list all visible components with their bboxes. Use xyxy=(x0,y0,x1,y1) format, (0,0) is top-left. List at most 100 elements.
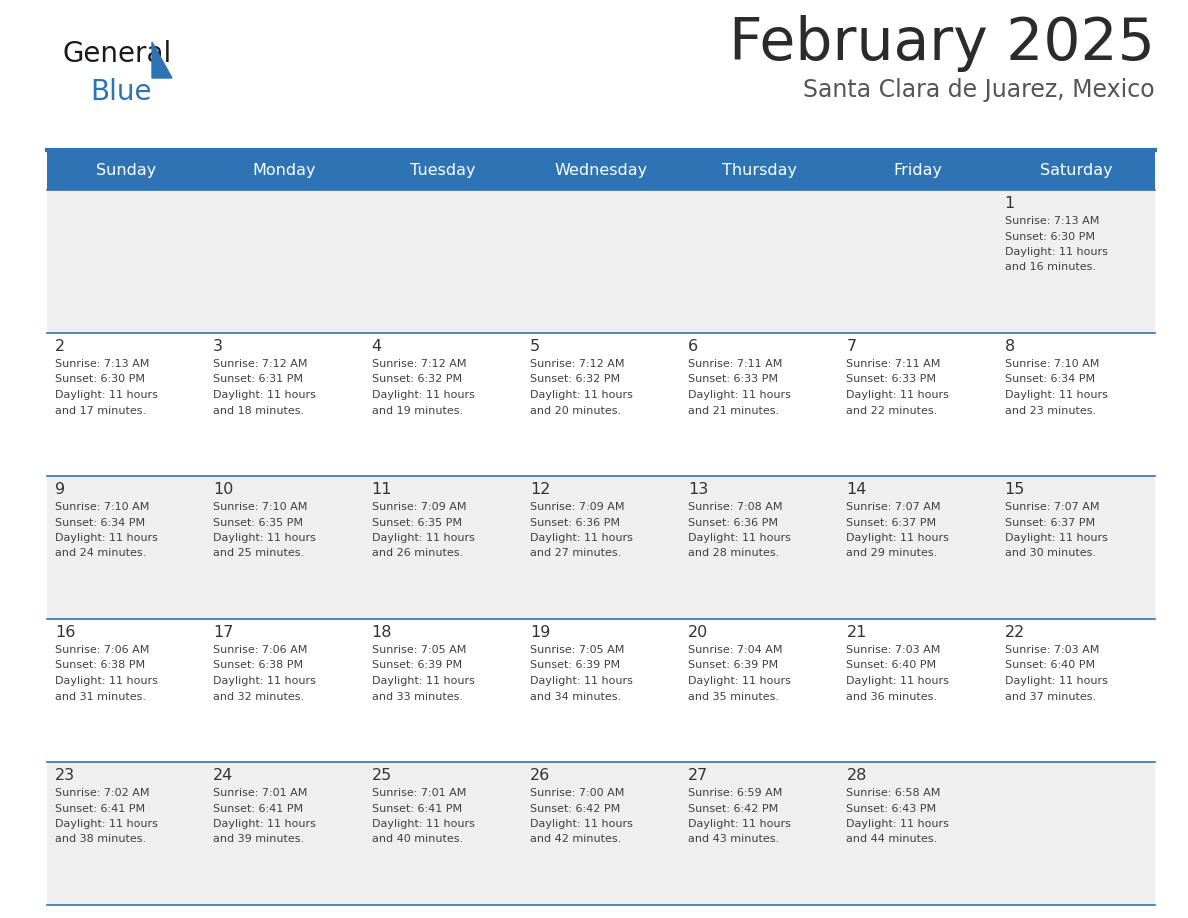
Text: 13: 13 xyxy=(688,482,708,497)
Text: Daylight: 11 hours: Daylight: 11 hours xyxy=(688,676,791,686)
Text: Sunrise: 7:05 AM: Sunrise: 7:05 AM xyxy=(530,645,624,655)
Text: 22: 22 xyxy=(1005,625,1025,640)
Text: Sunset: 6:39 PM: Sunset: 6:39 PM xyxy=(530,660,620,670)
Text: and 35 minutes.: and 35 minutes. xyxy=(688,691,779,701)
Text: Sunrise: 7:12 AM: Sunrise: 7:12 AM xyxy=(530,359,625,369)
Bar xyxy=(839,762,997,905)
Text: Sunrise: 7:01 AM: Sunrise: 7:01 AM xyxy=(214,788,308,798)
Text: Sunrise: 7:10 AM: Sunrise: 7:10 AM xyxy=(55,502,150,512)
Text: Daylight: 11 hours: Daylight: 11 hours xyxy=(214,819,316,829)
Text: Daylight: 11 hours: Daylight: 11 hours xyxy=(530,533,633,543)
Text: and 24 minutes.: and 24 minutes. xyxy=(55,548,146,558)
Text: Daylight: 11 hours: Daylight: 11 hours xyxy=(372,676,474,686)
Text: and 20 minutes.: and 20 minutes. xyxy=(530,406,621,416)
Text: and 27 minutes.: and 27 minutes. xyxy=(530,548,621,558)
Text: Sunrise: 7:05 AM: Sunrise: 7:05 AM xyxy=(372,645,466,655)
Bar xyxy=(522,619,681,762)
Bar xyxy=(48,762,206,905)
Text: Sunrise: 7:10 AM: Sunrise: 7:10 AM xyxy=(214,502,308,512)
Text: and 28 minutes.: and 28 minutes. xyxy=(688,548,779,558)
Text: 21: 21 xyxy=(846,625,867,640)
Text: 10: 10 xyxy=(214,482,234,497)
Text: Sunrise: 7:02 AM: Sunrise: 7:02 AM xyxy=(55,788,150,798)
Text: 18: 18 xyxy=(372,625,392,640)
Bar xyxy=(997,333,1155,476)
Text: Blue: Blue xyxy=(90,78,152,106)
Text: Daylight: 11 hours: Daylight: 11 hours xyxy=(1005,676,1107,686)
Text: Daylight: 11 hours: Daylight: 11 hours xyxy=(1005,390,1107,400)
Bar xyxy=(839,333,997,476)
Text: Daylight: 11 hours: Daylight: 11 hours xyxy=(55,676,158,686)
Text: Sunset: 6:32 PM: Sunset: 6:32 PM xyxy=(530,375,620,385)
Text: Sunset: 6:32 PM: Sunset: 6:32 PM xyxy=(372,375,462,385)
Text: Sunset: 6:37 PM: Sunset: 6:37 PM xyxy=(846,518,936,528)
Bar xyxy=(206,476,364,619)
Bar xyxy=(522,190,681,333)
Bar xyxy=(681,476,839,619)
Bar xyxy=(48,190,206,333)
Text: Sunrise: 7:06 AM: Sunrise: 7:06 AM xyxy=(214,645,308,655)
Text: 24: 24 xyxy=(214,768,234,783)
Text: Saturday: Saturday xyxy=(1040,163,1112,178)
Text: Daylight: 11 hours: Daylight: 11 hours xyxy=(846,533,949,543)
Text: 1: 1 xyxy=(1005,196,1015,211)
Text: Daylight: 11 hours: Daylight: 11 hours xyxy=(530,676,633,686)
Bar xyxy=(364,762,522,905)
Text: Sunset: 6:33 PM: Sunset: 6:33 PM xyxy=(846,375,936,385)
Text: Sunrise: 7:13 AM: Sunrise: 7:13 AM xyxy=(1005,216,1099,226)
Text: Daylight: 11 hours: Daylight: 11 hours xyxy=(214,533,316,543)
Text: General: General xyxy=(62,40,171,68)
Text: Daylight: 11 hours: Daylight: 11 hours xyxy=(530,819,633,829)
Text: Sunset: 6:34 PM: Sunset: 6:34 PM xyxy=(1005,375,1095,385)
Text: and 40 minutes.: and 40 minutes. xyxy=(372,834,462,845)
Text: Sunrise: 7:07 AM: Sunrise: 7:07 AM xyxy=(1005,502,1099,512)
Text: Daylight: 11 hours: Daylight: 11 hours xyxy=(55,533,158,543)
Text: and 37 minutes.: and 37 minutes. xyxy=(1005,691,1095,701)
Text: and 26 minutes.: and 26 minutes. xyxy=(372,548,462,558)
Text: 17: 17 xyxy=(214,625,234,640)
Bar xyxy=(997,190,1155,333)
Text: Daylight: 11 hours: Daylight: 11 hours xyxy=(372,819,474,829)
Text: Sunset: 6:35 PM: Sunset: 6:35 PM xyxy=(372,518,462,528)
Text: Thursday: Thursday xyxy=(722,163,797,178)
Polygon shape xyxy=(152,42,172,78)
Bar xyxy=(681,333,839,476)
Text: Sunset: 6:33 PM: Sunset: 6:33 PM xyxy=(688,375,778,385)
Text: Sunrise: 7:06 AM: Sunrise: 7:06 AM xyxy=(55,645,150,655)
Text: 3: 3 xyxy=(214,339,223,354)
Text: Sunrise: 7:09 AM: Sunrise: 7:09 AM xyxy=(530,502,625,512)
Text: 6: 6 xyxy=(688,339,699,354)
Text: Daylight: 11 hours: Daylight: 11 hours xyxy=(530,390,633,400)
Bar xyxy=(681,762,839,905)
Text: Sunday: Sunday xyxy=(96,163,157,178)
Text: and 38 minutes.: and 38 minutes. xyxy=(55,834,146,845)
Text: Sunrise: 7:09 AM: Sunrise: 7:09 AM xyxy=(372,502,466,512)
Text: Sunrise: 7:11 AM: Sunrise: 7:11 AM xyxy=(846,359,941,369)
Text: Daylight: 11 hours: Daylight: 11 hours xyxy=(214,390,316,400)
Text: and 31 minutes.: and 31 minutes. xyxy=(55,691,146,701)
Text: Sunrise: 7:08 AM: Sunrise: 7:08 AM xyxy=(688,502,783,512)
Bar xyxy=(364,152,522,190)
Text: Daylight: 11 hours: Daylight: 11 hours xyxy=(55,819,158,829)
Text: and 29 minutes.: and 29 minutes. xyxy=(846,548,937,558)
Bar xyxy=(839,152,997,190)
Text: 28: 28 xyxy=(846,768,867,783)
Bar xyxy=(206,152,364,190)
Text: and 43 minutes.: and 43 minutes. xyxy=(688,834,779,845)
Text: Daylight: 11 hours: Daylight: 11 hours xyxy=(1005,533,1107,543)
Text: Sunset: 6:40 PM: Sunset: 6:40 PM xyxy=(1005,660,1095,670)
Text: 15: 15 xyxy=(1005,482,1025,497)
Text: 20: 20 xyxy=(688,625,708,640)
Bar xyxy=(364,619,522,762)
Bar xyxy=(364,476,522,619)
Bar xyxy=(48,476,206,619)
Text: Sunset: 6:41 PM: Sunset: 6:41 PM xyxy=(214,803,303,813)
Bar xyxy=(839,190,997,333)
Bar xyxy=(48,152,206,190)
Text: Sunset: 6:38 PM: Sunset: 6:38 PM xyxy=(214,660,303,670)
Text: Sunset: 6:36 PM: Sunset: 6:36 PM xyxy=(688,518,778,528)
Bar xyxy=(48,619,206,762)
Text: Sunset: 6:30 PM: Sunset: 6:30 PM xyxy=(55,375,145,385)
Bar xyxy=(206,333,364,476)
Text: and 42 minutes.: and 42 minutes. xyxy=(530,834,621,845)
